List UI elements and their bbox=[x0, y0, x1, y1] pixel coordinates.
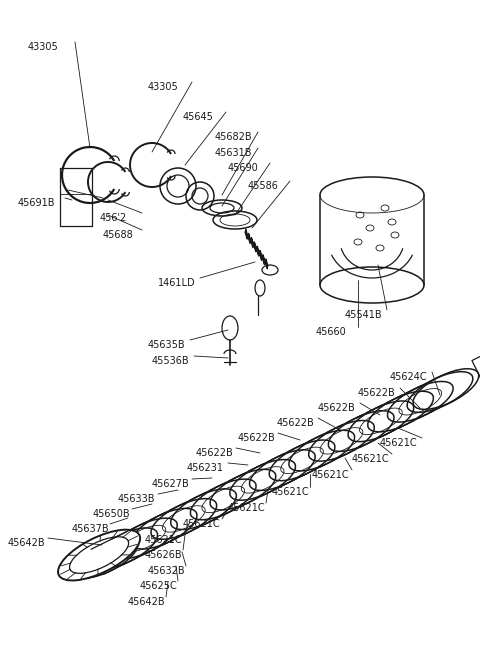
Text: 45682B: 45682B bbox=[215, 132, 252, 142]
Text: 45637B: 45637B bbox=[72, 524, 109, 534]
Text: 45622B: 45622B bbox=[196, 448, 234, 458]
Text: 45536B: 45536B bbox=[152, 356, 190, 366]
Text: 45642B: 45642B bbox=[8, 538, 46, 548]
Ellipse shape bbox=[58, 530, 140, 581]
Text: 45624C: 45624C bbox=[390, 372, 428, 382]
Text: 45625C: 45625C bbox=[140, 581, 178, 591]
Text: 45626B: 45626B bbox=[145, 550, 182, 560]
Text: 45635B: 45635B bbox=[148, 340, 186, 350]
Text: 45622B: 45622B bbox=[358, 388, 396, 398]
Text: 45688: 45688 bbox=[103, 230, 134, 240]
Text: 45621C: 45621C bbox=[228, 503, 265, 513]
Text: 45622B: 45622B bbox=[277, 418, 315, 428]
Text: 45621C: 45621C bbox=[145, 535, 182, 545]
Text: 45621C: 45621C bbox=[312, 470, 349, 480]
Text: 45632B: 45632B bbox=[148, 566, 186, 576]
Text: 45691B: 45691B bbox=[18, 198, 56, 208]
Text: 45631B: 45631B bbox=[215, 148, 252, 158]
Text: 45586: 45586 bbox=[248, 181, 279, 191]
Text: 45621C: 45621C bbox=[380, 438, 418, 448]
Text: 45627B: 45627B bbox=[152, 479, 190, 489]
Text: 45541B: 45541B bbox=[345, 310, 383, 320]
Text: 45621C: 45621C bbox=[183, 519, 221, 529]
Text: 45660: 45660 bbox=[316, 327, 347, 337]
Text: 45621C: 45621C bbox=[352, 454, 390, 464]
Text: 45650B: 45650B bbox=[93, 509, 131, 519]
Text: 45621C: 45621C bbox=[272, 487, 310, 497]
Text: 45622B: 45622B bbox=[318, 403, 356, 413]
Text: 43305: 43305 bbox=[28, 42, 59, 52]
Text: 43305: 43305 bbox=[148, 82, 179, 92]
Text: 1461LD: 1461LD bbox=[158, 278, 196, 288]
Text: 456231: 456231 bbox=[187, 463, 224, 473]
Text: 45642B: 45642B bbox=[128, 597, 166, 607]
Text: 456'2: 456'2 bbox=[100, 213, 127, 223]
Text: 45645: 45645 bbox=[183, 112, 214, 122]
Text: 45633B: 45633B bbox=[118, 494, 156, 504]
Text: 45622B: 45622B bbox=[238, 433, 276, 443]
Text: 45690: 45690 bbox=[228, 163, 259, 173]
